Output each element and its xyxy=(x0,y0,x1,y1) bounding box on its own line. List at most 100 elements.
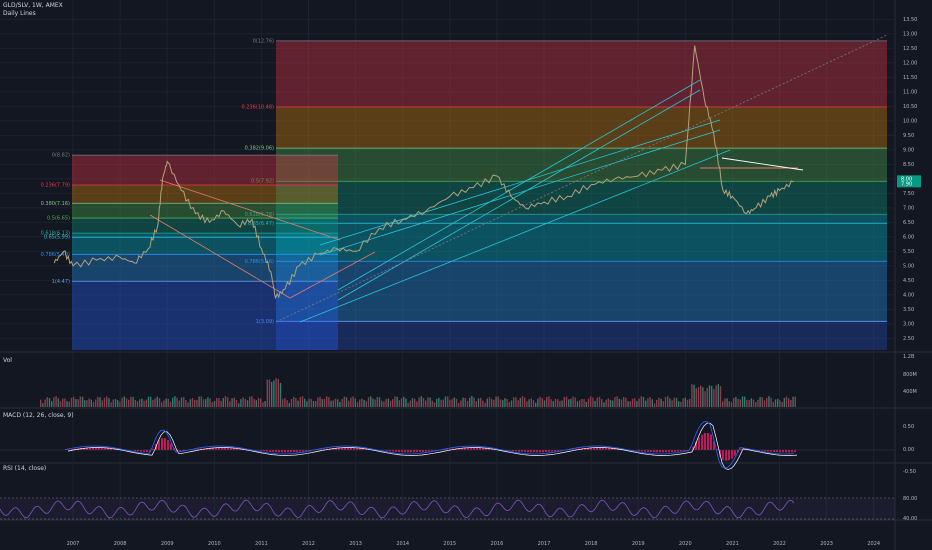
volume-bar xyxy=(766,397,768,407)
macd-histogram-bar xyxy=(170,443,172,450)
volume-bar xyxy=(649,397,651,407)
volume-bar xyxy=(220,400,222,407)
volume-bar xyxy=(495,396,497,407)
volume-bar xyxy=(473,397,475,407)
macd-tick-label: 0.00 xyxy=(903,447,914,453)
macd-histogram-bar xyxy=(263,450,265,452)
volume-bar xyxy=(612,400,614,407)
volume-bar xyxy=(739,399,741,407)
volume-bar xyxy=(321,399,323,407)
volume-bar xyxy=(172,397,174,407)
price-tick-label: 7.00 xyxy=(903,205,914,211)
volume-bar xyxy=(244,398,246,407)
fib-level-label: 0.236(7.79) xyxy=(41,182,70,188)
volume-bar xyxy=(449,399,451,407)
volume-bar xyxy=(715,385,717,407)
fib-trend-line xyxy=(275,34,888,323)
volume-bar xyxy=(440,399,442,407)
volume-bar xyxy=(150,396,152,407)
volume-bar xyxy=(420,396,422,407)
volume-bar xyxy=(95,399,97,407)
macd-histogram-bar xyxy=(224,447,226,450)
volume-bar xyxy=(81,396,84,407)
volume-bar xyxy=(315,401,317,407)
volume-bar xyxy=(634,398,636,407)
volume-bar xyxy=(187,402,189,407)
macd-histogram-bar xyxy=(341,447,343,450)
volume-bar xyxy=(429,397,431,407)
volume-bar xyxy=(257,397,260,407)
volume-bar xyxy=(253,398,255,407)
macd-histogram-bar xyxy=(557,450,559,451)
volume-bar xyxy=(781,402,783,407)
volume-bar xyxy=(339,401,341,407)
volume-bar xyxy=(783,398,785,407)
volume-bar xyxy=(411,398,414,407)
macd-histogram-bar xyxy=(275,450,277,453)
volume-bar xyxy=(68,401,70,407)
volume-bar xyxy=(238,403,240,407)
macd-histogram-bar xyxy=(215,447,217,450)
volume-bar xyxy=(466,401,469,407)
volume-bar xyxy=(165,398,167,407)
symbol-title[interactable]: GLD/SLV, 1W, AMEX xyxy=(3,2,63,9)
volume-bar xyxy=(282,399,284,407)
price-tick-label: 9.50 xyxy=(903,133,914,139)
fib-band xyxy=(72,281,338,350)
study-label[interactable]: Daily Lines xyxy=(3,10,36,17)
volume-bar xyxy=(51,401,53,407)
macd-histogram-bar xyxy=(677,450,679,452)
volume-bar xyxy=(288,403,290,407)
time-tick-label: 2019 xyxy=(632,541,645,547)
rsi-pane-title[interactable]: RSI (14, close) xyxy=(3,465,47,472)
macd-histogram-bar xyxy=(491,448,493,450)
volume-bar xyxy=(697,387,700,407)
volume-bar xyxy=(158,398,161,407)
macd-histogram-bar xyxy=(704,433,706,450)
macd-histogram-bar xyxy=(71,449,73,450)
volume-bar xyxy=(777,398,779,407)
volume-bar xyxy=(293,396,295,407)
macd-histogram-bar xyxy=(551,450,553,452)
volume-bar xyxy=(418,397,420,407)
volume-bar xyxy=(482,400,484,407)
last-price-label: 8.00 xyxy=(901,176,912,182)
volume-bar xyxy=(451,399,453,407)
volume-bar xyxy=(301,396,304,407)
volume-bar xyxy=(700,385,702,407)
volume-bar xyxy=(678,401,680,407)
volume-bar xyxy=(722,401,724,407)
volume-bar xyxy=(119,401,121,407)
fib-band xyxy=(276,261,887,322)
volume-bar xyxy=(711,386,713,407)
volume-bar xyxy=(161,402,163,407)
macd-histogram-bar xyxy=(308,450,310,451)
price-tick-label: 9.00 xyxy=(903,147,914,153)
macd-histogram-bar xyxy=(665,450,667,453)
macd-histogram-bar xyxy=(101,447,103,450)
fib-level-label: 0(12.76) xyxy=(253,38,274,44)
volume-bar xyxy=(396,396,398,407)
last-price-sub-label: 7.90 xyxy=(901,181,912,187)
macd-pane-title[interactable]: MACD (12, 26, close, 9) xyxy=(3,412,74,419)
volume-bar xyxy=(548,396,550,407)
macd-histogram-bar xyxy=(347,447,349,450)
volume-bar xyxy=(242,397,244,407)
time-tick-label: 2017 xyxy=(538,541,551,547)
trend-drawings[interactable] xyxy=(149,34,888,323)
volume-bar xyxy=(581,399,583,407)
macd-histogram-bar xyxy=(608,448,610,450)
volume-bar xyxy=(409,400,411,407)
time-tick-label: 2015 xyxy=(443,541,456,547)
volume-bar xyxy=(651,399,653,407)
macd-histogram-bar xyxy=(89,447,91,450)
macd-histogram-bar xyxy=(107,448,109,450)
volume-bar xyxy=(367,397,370,407)
volume-bar xyxy=(695,388,697,407)
volume-bar xyxy=(372,398,374,407)
macd-histogram-bar xyxy=(410,450,412,453)
volume-pane-title[interactable]: Vol xyxy=(3,357,12,364)
volume-bar xyxy=(442,399,444,407)
volume-bar xyxy=(374,399,376,407)
